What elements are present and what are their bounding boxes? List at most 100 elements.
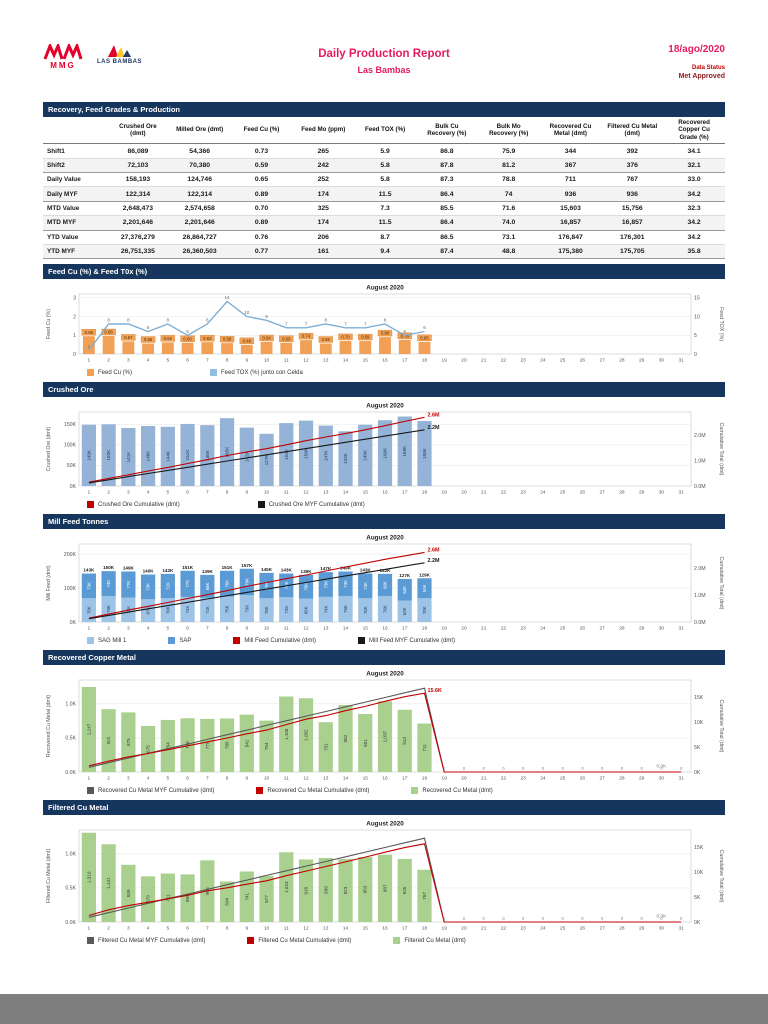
table-cell: 32.3 bbox=[663, 201, 725, 217]
svg-text:939: 939 bbox=[323, 886, 328, 894]
legend-label: Filtered Cu Metal MYF Cumulative (dmt) bbox=[98, 937, 206, 944]
svg-text:8: 8 bbox=[226, 926, 229, 932]
table-cell: 15,603 bbox=[539, 201, 602, 217]
svg-text:28: 28 bbox=[619, 776, 625, 782]
svg-text:153K: 153K bbox=[284, 449, 289, 461]
row-label: Shift1 bbox=[43, 143, 107, 159]
svg-text:74K: 74K bbox=[323, 606, 328, 614]
table-cell: 15,756 bbox=[601, 201, 664, 217]
table-cell: 936 bbox=[539, 186, 602, 202]
svg-text:26: 26 bbox=[580, 490, 586, 496]
svg-text:0: 0 bbox=[562, 767, 565, 772]
legend-label: Filtered Cu Metal Cumulative (dmt) bbox=[258, 937, 352, 944]
svg-text:22: 22 bbox=[501, 358, 507, 364]
las-bambas-logo-text: LAS BAMBAS bbox=[97, 59, 142, 65]
svg-text:4: 4 bbox=[147, 776, 150, 782]
svg-text:4: 4 bbox=[147, 490, 150, 496]
svg-text:9: 9 bbox=[265, 314, 268, 319]
row-label: Shift2 bbox=[43, 158, 107, 174]
table-cell: 176,847 bbox=[539, 230, 602, 245]
svg-text:0.95: 0.95 bbox=[85, 330, 94, 335]
table-cell: 81.2 bbox=[477, 158, 540, 174]
svg-text:2: 2 bbox=[107, 926, 110, 932]
x-axis-labels: 1 2 3 4 5 6 7 8 9 10 11 12 13 14 15 16 17 18 19 20 21 22 23 24 2… bbox=[88, 776, 685, 782]
svg-text:913: 913 bbox=[402, 737, 407, 745]
legend-item: Feed Cu (%) bbox=[87, 369, 132, 377]
bars: 70K 73K 143K 76K 74K 150K 72K 77K 149K 67K 73K 140K… bbox=[81, 563, 432, 623]
svg-text:918: 918 bbox=[304, 887, 309, 895]
svg-text:20: 20 bbox=[461, 776, 467, 782]
table-row: Daily Value 158,193 124,746 0.65 252 5.8 87.3 7… bbox=[43, 172, 725, 188]
svg-text:31: 31 bbox=[678, 358, 684, 364]
svg-text:14: 14 bbox=[343, 358, 349, 364]
svg-text:17: 17 bbox=[402, 358, 408, 364]
svg-text:1,247: 1,247 bbox=[86, 724, 91, 736]
svg-text:73K: 73K bbox=[323, 581, 328, 589]
svg-text:18: 18 bbox=[422, 490, 428, 496]
table-cell: 87.4 bbox=[415, 244, 478, 260]
svg-text:675: 675 bbox=[146, 745, 151, 753]
svg-text:200K: 200K bbox=[64, 552, 77, 558]
mill-feed-legend: SAG Mill 1 SAP Mill Feed Cumulative (dmt) M… bbox=[43, 635, 725, 645]
svg-text:27: 27 bbox=[599, 490, 605, 496]
svg-text:21: 21 bbox=[481, 490, 487, 496]
svg-text:19: 19 bbox=[442, 926, 448, 932]
feed-chart-legend: Feed Cu (%) Feed TOX (%) junto con Celda bbox=[43, 367, 725, 377]
svg-text:0.70: 0.70 bbox=[341, 335, 350, 340]
svg-text:1: 1 bbox=[88, 490, 91, 496]
svg-text:76K: 76K bbox=[343, 605, 348, 613]
svg-text:22: 22 bbox=[501, 776, 507, 782]
svg-text:127K: 127K bbox=[399, 573, 411, 578]
section-header-recovered-cu: Recovered Copper Metal bbox=[43, 650, 725, 666]
svg-text:140K: 140K bbox=[143, 569, 155, 574]
svg-text:142K: 142K bbox=[244, 451, 249, 463]
line-crushed-ore-myf-cumulative-dmt- bbox=[88, 429, 425, 484]
svg-text:670: 670 bbox=[146, 895, 151, 903]
svg-text:30: 30 bbox=[659, 490, 665, 496]
section-header-filtered-cu: Filtered Cu Metal bbox=[43, 800, 725, 816]
svg-text:63K: 63K bbox=[402, 608, 407, 616]
table-cell: 9.4 bbox=[354, 244, 416, 260]
svg-text:0: 0 bbox=[562, 917, 565, 922]
svg-text:19: 19 bbox=[442, 626, 448, 632]
x-axis-labels: 1 2 3 4 5 6 7 8 9 10 11 12 13 14 15 16 17 18 19 20 21 22 23 24 2… bbox=[88, 358, 685, 364]
svg-text:16: 16 bbox=[382, 358, 388, 364]
svg-text:7: 7 bbox=[206, 358, 209, 364]
legend-label: Recovered Cu Metal MYF Cumulative (dmt) bbox=[98, 787, 215, 794]
table-cell: 252 bbox=[292, 172, 355, 188]
svg-text:August 2020: August 2020 bbox=[366, 821, 404, 828]
table-cell: 265 bbox=[292, 143, 355, 159]
svg-text:Filtered Cu Metal (dmt): Filtered Cu Metal (dmt) bbox=[46, 849, 52, 903]
svg-text:21: 21 bbox=[481, 358, 487, 364]
svg-text:0: 0 bbox=[621, 767, 624, 772]
svg-text:29: 29 bbox=[639, 626, 645, 632]
svg-text:15: 15 bbox=[363, 626, 369, 632]
svg-text:Cumulative Total (dmt): Cumulative Total (dmt) bbox=[718, 700, 724, 753]
svg-text:149K: 149K bbox=[363, 449, 368, 461]
svg-text:145K: 145K bbox=[261, 567, 273, 572]
section-header-mill-feed: Mill Feed Tonnes bbox=[43, 514, 725, 530]
svg-text:160K: 160K bbox=[383, 447, 388, 459]
svg-text:76K: 76K bbox=[225, 580, 230, 588]
svg-text:100K: 100K bbox=[64, 443, 77, 449]
svg-text:1,082: 1,082 bbox=[304, 729, 309, 741]
table-cell: 392 bbox=[601, 143, 664, 159]
column-header: Feed Cu (%) bbox=[230, 117, 293, 145]
svg-text:August 2020: August 2020 bbox=[366, 403, 404, 410]
svg-text:18: 18 bbox=[422, 926, 428, 932]
svg-text:24: 24 bbox=[540, 358, 546, 364]
column-header: Bulk Mo Recovery (%) bbox=[477, 117, 540, 145]
table-cell: 86.4 bbox=[415, 186, 478, 202]
svg-text:0: 0 bbox=[443, 917, 446, 922]
svg-text:0.0K: 0.0K bbox=[656, 914, 667, 920]
svg-text:0: 0 bbox=[660, 767, 663, 772]
table-cell: 2,574,658 bbox=[168, 201, 231, 217]
legend-swatch bbox=[358, 637, 366, 645]
svg-text:14: 14 bbox=[343, 776, 349, 782]
svg-text:10: 10 bbox=[264, 626, 270, 632]
svg-text:1.0K: 1.0K bbox=[65, 852, 76, 858]
svg-text:31: 31 bbox=[678, 776, 684, 782]
filtered-cu-legend: Filtered Cu Metal MYF Cumulative (dmt) Fi… bbox=[43, 935, 725, 945]
column-header: Filtered Cu Metal (dmt) bbox=[601, 117, 664, 145]
